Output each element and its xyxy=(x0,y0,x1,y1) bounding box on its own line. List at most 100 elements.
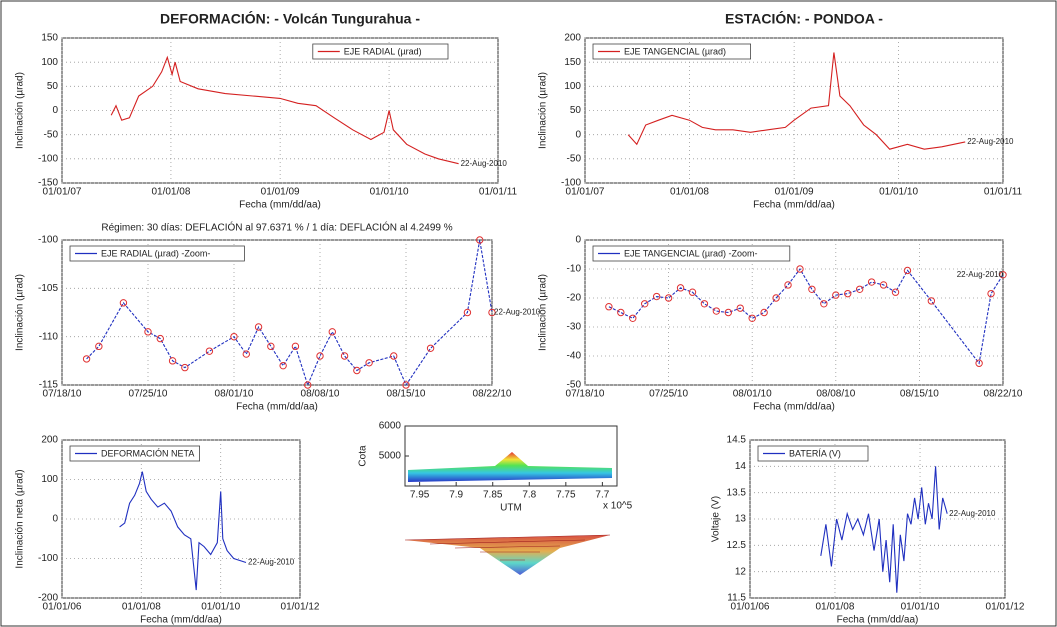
annotation: 22-Aug-2010 xyxy=(949,509,996,518)
data-marker xyxy=(796,265,804,273)
y-axis-label: Cota xyxy=(358,445,369,467)
x-tick-label: 01/01/10 xyxy=(901,602,940,613)
data-line xyxy=(119,471,247,591)
data-marker xyxy=(267,342,275,351)
y-tick-label: 13.5 xyxy=(727,487,747,498)
data-marker xyxy=(304,381,312,389)
y-tick-label: 50 xyxy=(570,105,582,116)
y-tick-label: -50 xyxy=(567,380,582,391)
data-marker xyxy=(316,352,324,360)
legend-box xyxy=(69,445,201,462)
annotation: 22-Aug-2010 xyxy=(494,308,541,317)
y-tick-label: -200 xyxy=(38,593,58,604)
x-axis-label: Fecha (mm/dd/aa) xyxy=(140,615,222,626)
x-tick-label: 7.7 xyxy=(595,490,609,501)
data-marker xyxy=(879,281,888,289)
x-tick-label: 01/01/10 xyxy=(879,187,918,198)
data-marker xyxy=(254,323,263,331)
data-marker xyxy=(95,342,103,351)
data-marker xyxy=(700,300,709,308)
x-tick-label: 08/22/10 xyxy=(984,389,1023,400)
data-marker xyxy=(736,304,744,312)
data-marker xyxy=(832,291,840,299)
x-tick-label: 08/15/10 xyxy=(900,389,939,400)
x-tick-label: 7.8 xyxy=(522,490,536,501)
data-marker xyxy=(340,352,349,360)
data-marker xyxy=(328,328,336,336)
x-tick-label: 01/01/07 xyxy=(43,187,82,198)
x-tick-label: 01/01/12 xyxy=(986,602,1025,613)
y-tick-label: 50 xyxy=(47,81,59,92)
legend-box xyxy=(312,43,449,60)
data-marker xyxy=(279,361,287,370)
data-marker xyxy=(927,297,936,305)
legend-box xyxy=(592,245,791,262)
y-tick-label: -30 xyxy=(567,322,582,333)
y-tick-label: 150 xyxy=(41,33,58,44)
x-tick-label: 01/01/11 xyxy=(984,187,1023,198)
data-marker xyxy=(867,278,876,286)
y-tick-label: 150 xyxy=(564,57,581,68)
x-tick-label: 01/01/09 xyxy=(261,187,300,198)
annotation: 22-Aug-2010 xyxy=(248,558,295,567)
data-marker xyxy=(605,303,613,311)
y-tick-label: 14 xyxy=(735,461,747,472)
data-marker xyxy=(676,284,685,292)
y-tick-label: -50 xyxy=(567,153,582,164)
x-tick-label: 01/01/06 xyxy=(731,602,770,613)
y-tick-label: -115 xyxy=(39,380,59,391)
y-tick-label: -150 xyxy=(38,178,58,189)
annotation: 22-Aug-2010 xyxy=(461,159,508,168)
y-tick-label: 11.5 xyxy=(727,593,746,604)
legend-label: EJE TANGENCIAL (µrad) -Zoom- xyxy=(624,248,758,258)
y-tick-label: 0 xyxy=(52,514,58,525)
y-axis-label: Inclinación (µrad) xyxy=(15,274,26,351)
legend-label: EJE RADIAL (µrad) xyxy=(344,46,422,56)
data-marker xyxy=(999,271,1007,279)
x-tick-label: 08/08/10 xyxy=(816,389,855,400)
x-tick-label: 01/01/08 xyxy=(151,187,190,198)
data-marker xyxy=(230,332,238,341)
data-marker xyxy=(748,314,756,322)
y-tick-label: 200 xyxy=(564,33,581,44)
data-line xyxy=(86,239,493,387)
data-marker xyxy=(844,289,852,298)
y-axis-label: Voltaje (V) xyxy=(711,496,722,542)
data-marker xyxy=(891,288,900,296)
data-marker xyxy=(156,334,164,343)
x-tick-label: 08/08/10 xyxy=(301,389,340,400)
y-tick-label: -100 xyxy=(561,178,581,189)
data-marker xyxy=(168,357,177,365)
data-marker xyxy=(855,285,864,293)
y-tick-label: 100 xyxy=(564,81,581,92)
data-marker xyxy=(975,359,983,367)
data-marker xyxy=(463,308,472,317)
x-tick-label: 01/01/11 xyxy=(479,187,518,198)
data-marker xyxy=(712,307,721,315)
data-marker xyxy=(688,288,697,296)
data-marker xyxy=(652,292,661,301)
y-tick-label: -100 xyxy=(38,553,58,564)
annotation: 22-Aug-2010 xyxy=(957,270,1004,279)
data-marker xyxy=(760,308,768,317)
y-tick-label: -110 xyxy=(39,331,59,342)
x-tick-label: 07/25/10 xyxy=(129,389,168,400)
x-tick-label: 01/01/07 xyxy=(566,187,605,198)
y-tick-label: -20 xyxy=(567,293,582,304)
x-tick-label: 01/01/10 xyxy=(370,187,409,198)
surface-decoration xyxy=(404,452,612,575)
y-tick-label: -50 xyxy=(44,129,59,140)
x-tick-label: 08/01/10 xyxy=(215,389,254,400)
data-marker xyxy=(820,300,828,308)
y-tick-label: 5000 xyxy=(379,451,402,462)
x-tick-label: 7.85 xyxy=(483,490,503,501)
y-axis-label: Inclinación (µrad) xyxy=(538,274,549,351)
x-tick-label: 01/01/10 xyxy=(201,602,240,613)
data-marker xyxy=(181,363,189,372)
data-marker xyxy=(772,294,780,302)
axis-multiplier: x 10^5 xyxy=(603,501,633,512)
x-tick-label: 01/01/09 xyxy=(775,187,814,198)
data-marker xyxy=(353,366,361,375)
x-axis-label: Fecha (mm/dd/aa) xyxy=(753,200,835,211)
x-tick-label: 08/22/10 xyxy=(473,389,512,400)
